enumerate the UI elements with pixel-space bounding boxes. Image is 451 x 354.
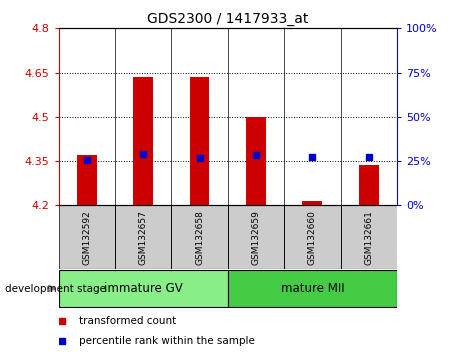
Bar (77, 155, 97, 205)
Text: GSM132657: GSM132657 (139, 210, 147, 265)
Bar (303, 201, 322, 205)
Text: immature GV: immature GV (104, 282, 183, 295)
Bar (171, 205, 228, 269)
Bar (246, 117, 266, 205)
Bar (115, 205, 171, 269)
Bar (228, 270, 397, 307)
Bar (190, 77, 209, 205)
Bar (359, 166, 378, 205)
Text: GSM132660: GSM132660 (308, 210, 317, 265)
Text: GSM132659: GSM132659 (252, 210, 260, 265)
Text: mature MII: mature MII (281, 282, 344, 295)
Text: percentile rank within the sample: percentile rank within the sample (79, 336, 255, 346)
Text: development stage: development stage (5, 284, 106, 293)
Text: transformed count: transformed count (79, 316, 176, 326)
Bar (59, 270, 228, 307)
Bar (284, 205, 341, 269)
Title: GDS2300 / 1417933_at: GDS2300 / 1417933_at (147, 12, 308, 26)
Bar (341, 205, 397, 269)
Text: GSM132658: GSM132658 (195, 210, 204, 265)
Text: GSM132661: GSM132661 (364, 210, 373, 265)
Bar (133, 77, 153, 205)
Bar (59, 205, 115, 269)
Bar (228, 205, 284, 269)
Text: GSM132592: GSM132592 (83, 210, 91, 264)
